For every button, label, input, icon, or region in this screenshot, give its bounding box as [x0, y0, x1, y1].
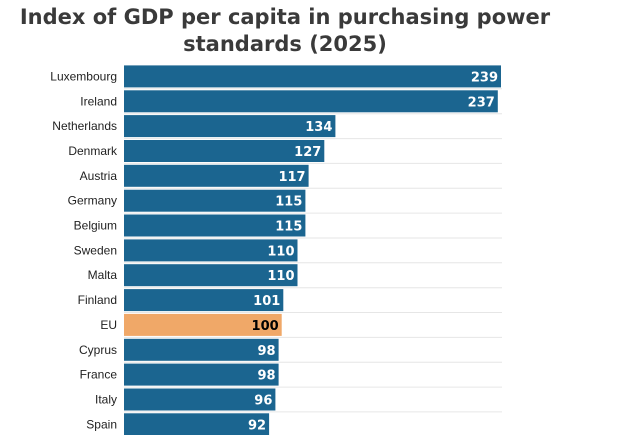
value-label-malta: 110 [267, 269, 294, 284]
category-label-austria: Austria [80, 169, 118, 183]
category-label-spain: Spain [86, 417, 117, 431]
bar-france [124, 363, 279, 386]
bar-luxembourg [124, 65, 501, 88]
category-label-luxembourg: Luxembourg [50, 69, 117, 83]
category-label-ireland: Ireland [80, 94, 117, 108]
chart-title: Index of GDP per capita in purchasing po… [19, 5, 551, 56]
category-label-sweden: Sweden [74, 243, 117, 257]
category-label-belgium: Belgium [74, 219, 117, 233]
category-label-denmark: Denmark [68, 144, 118, 158]
bar-malta [124, 264, 298, 287]
bar-ireland [124, 90, 498, 113]
value-label-eu: 100 [252, 319, 279, 334]
value-label-denmark: 127 [294, 145, 321, 160]
bar-netherlands [124, 115, 336, 138]
bar-sweden [124, 239, 298, 262]
value-label-italy: 96 [254, 394, 272, 409]
bar-finland [124, 289, 284, 312]
bar-eu [124, 313, 282, 336]
category-label-cyprus: Cyprus [79, 343, 117, 357]
category-label-eu: EU [100, 318, 117, 332]
value-label-netherlands: 134 [305, 120, 332, 135]
value-label-cyprus: 98 [258, 344, 276, 359]
value-label-finland: 101 [253, 294, 280, 309]
category-labels: Luxembourg 239 Ireland 237 Netherlands 134 Den… [50, 69, 498, 433]
category-label-germany: Germany [68, 194, 117, 208]
bar-belgium [124, 214, 306, 237]
bars [124, 65, 501, 435]
category-label-finland: Finland [78, 293, 117, 307]
category-label-malta: Malta [88, 268, 118, 282]
value-label-ireland: 237 [468, 95, 495, 110]
value-label-sweden: 110 [267, 244, 294, 259]
bar-cyprus [124, 338, 279, 361]
bar-spain [124, 413, 270, 435]
value-label-germany: 115 [275, 195, 302, 210]
category-label-france: France [80, 368, 118, 382]
value-label-austria: 117 [278, 170, 305, 185]
bar-austria [124, 164, 309, 187]
category-label-netherlands: Netherlands [52, 119, 117, 133]
bar-italy [124, 388, 276, 411]
value-label-belgium: 115 [275, 220, 302, 235]
value-label-spain: 92 [248, 418, 266, 433]
category-label-italy: Italy [95, 393, 117, 407]
bar-germany [124, 189, 306, 212]
value-label-france: 98 [258, 369, 276, 384]
bar-denmark [124, 140, 325, 162]
grid-lines [124, 88, 502, 413]
value-label-luxembourg: 239 [471, 70, 498, 85]
